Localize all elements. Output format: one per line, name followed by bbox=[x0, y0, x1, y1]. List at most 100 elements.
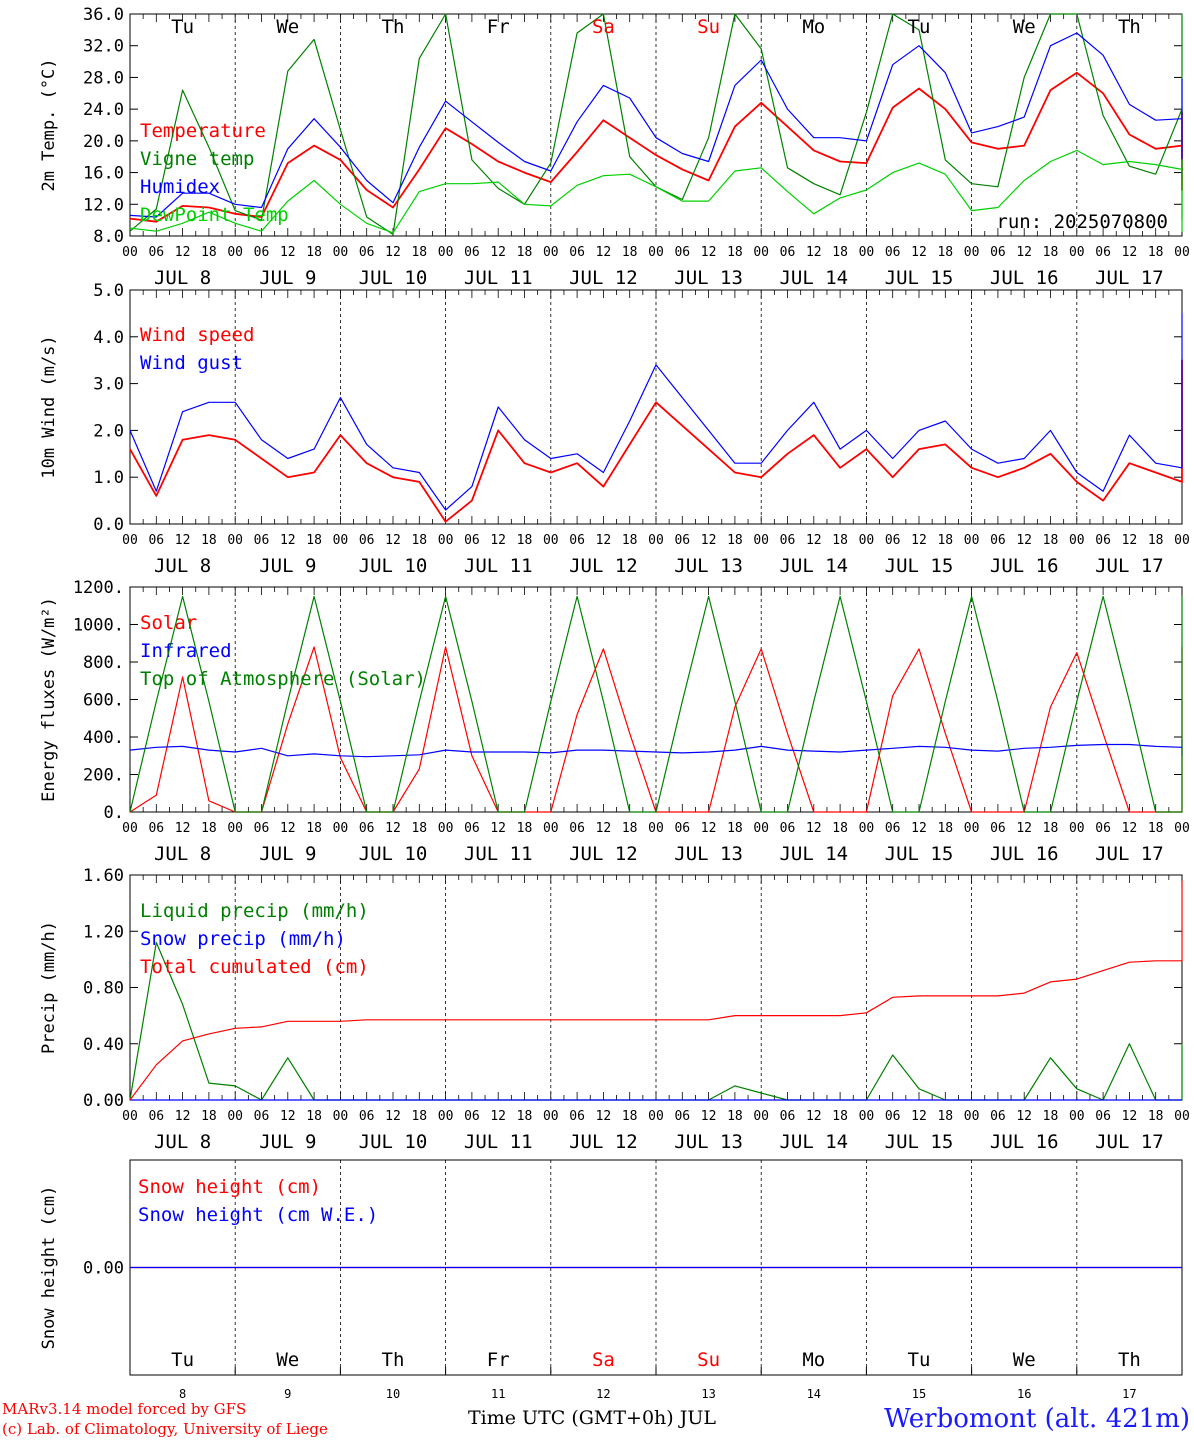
hour-tick-label: 00 bbox=[648, 245, 664, 260]
hour-tick-label: 18 bbox=[622, 245, 638, 260]
hour-tick-label: 00 bbox=[964, 821, 980, 836]
legend-entry: DewPoint Temp bbox=[140, 204, 289, 226]
hour-tick-label: 00 bbox=[964, 533, 980, 548]
date-label: JUL 12 bbox=[569, 555, 638, 577]
hour-tick-label: 18 bbox=[306, 1109, 322, 1124]
y-axis-title: 10m Wind (m/s) bbox=[39, 335, 59, 478]
hour-tick-label: 12 bbox=[490, 533, 506, 548]
date-label: JUL 15 bbox=[885, 555, 954, 577]
panel-2: 0.0 1.0 2.0 3.0 4.0 5.0 10m Wind (m/s) 00 06 12 18… bbox=[39, 281, 1190, 577]
hour-tick-label: 00 bbox=[1069, 1109, 1085, 1124]
y-tick-label: 12.0 bbox=[83, 195, 124, 215]
hour-tick-label: 18 bbox=[411, 245, 427, 260]
hour-tick-label: 12 bbox=[806, 1109, 822, 1124]
series-line-top-of-atmosphere-solar bbox=[129, 595, 1183, 813]
date-label: JUL 12 bbox=[569, 267, 638, 289]
hour-tick-label: 06 bbox=[254, 821, 270, 836]
day-number-label: 9 bbox=[284, 1387, 291, 1401]
day-name-label: Su bbox=[697, 16, 720, 38]
hour-tick-label: 00 bbox=[122, 533, 138, 548]
y-tick-label: 8.0 bbox=[93, 227, 124, 247]
hour-tick-label: 12 bbox=[701, 245, 717, 260]
date-label: JUL 13 bbox=[674, 555, 743, 577]
hour-tick-label: 12 bbox=[385, 821, 401, 836]
hour-tick-label: 06 bbox=[1095, 533, 1111, 548]
date-label: JUL 16 bbox=[990, 1131, 1059, 1153]
panel-4: 0.00 0.40 0.80 1.20 1.60 Precip (mm/h) 00 06 12 1… bbox=[39, 866, 1190, 1153]
hour-tick-label: 00 bbox=[753, 533, 769, 548]
hour-tick-label: 12 bbox=[911, 821, 927, 836]
day-name-label: Fr bbox=[487, 1349, 510, 1371]
date-label: JUL 9 bbox=[259, 843, 316, 865]
hour-tick-label: 12 bbox=[1122, 1109, 1138, 1124]
date-label: JUL 16 bbox=[990, 555, 1059, 577]
hour-tick-label: 06 bbox=[148, 821, 164, 836]
y-tick-label: 600. bbox=[83, 691, 124, 711]
day-name-label: Sa bbox=[592, 1349, 615, 1371]
hour-tick-label: 06 bbox=[674, 821, 690, 836]
y-tick-label: 5.0 bbox=[93, 281, 124, 301]
date-label: JUL 15 bbox=[885, 843, 954, 865]
legend-entry: Wind speed bbox=[140, 324, 254, 346]
date-label: JUL 17 bbox=[1095, 267, 1164, 289]
hour-tick-label: 18 bbox=[201, 245, 217, 260]
hour-tick-label: 06 bbox=[464, 533, 480, 548]
hour-tick-label: 12 bbox=[596, 1109, 612, 1124]
legend-entry: Liquid precip (mm/h) bbox=[140, 900, 369, 922]
hour-tick-label: 00 bbox=[753, 821, 769, 836]
hour-tick-label: 00 bbox=[1174, 821, 1190, 836]
hour-tick-label: 06 bbox=[990, 821, 1006, 836]
date-label: JUL 11 bbox=[464, 267, 533, 289]
hour-tick-label: 00 bbox=[859, 1109, 875, 1124]
hour-tick-label: 06 bbox=[990, 1109, 1006, 1124]
hour-tick-label: 12 bbox=[806, 821, 822, 836]
date-label: JUL 14 bbox=[779, 843, 848, 865]
hour-tick-label: 06 bbox=[674, 1109, 690, 1124]
date-label: JUL 14 bbox=[779, 267, 848, 289]
day-number-label: 15 bbox=[912, 1387, 926, 1401]
y-tick-label: 0.40 bbox=[83, 1035, 124, 1055]
model-credit: MARv3.14 model forced by GFS bbox=[2, 1400, 246, 1418]
y-tick-label: 36.0 bbox=[83, 5, 124, 25]
hour-tick-label: 12 bbox=[1016, 821, 1032, 836]
legend-entry: Humidex bbox=[140, 176, 220, 198]
legend-entry: Snow height (cm) bbox=[138, 1176, 321, 1198]
hour-tick-label: 18 bbox=[937, 821, 953, 836]
y-tick-label: 3.0 bbox=[93, 375, 124, 395]
day-name-label: Th bbox=[1118, 1349, 1141, 1371]
y-tick-label: 800. bbox=[83, 653, 124, 673]
hour-tick-label: 12 bbox=[1122, 821, 1138, 836]
hour-tick-label: 00 bbox=[1069, 245, 1085, 260]
hour-tick-label: 06 bbox=[885, 533, 901, 548]
legend-entry: Snow precip (mm/h) bbox=[140, 928, 346, 950]
hour-tick-label: 00 bbox=[964, 1109, 980, 1124]
hour-tick-label: 18 bbox=[201, 533, 217, 548]
hour-tick-label: 06 bbox=[674, 533, 690, 548]
day-name-label: Fr bbox=[487, 16, 510, 38]
day-number-label: 16 bbox=[1017, 1387, 1031, 1401]
hour-tick-label: 12 bbox=[1122, 533, 1138, 548]
hour-tick-label: 12 bbox=[280, 1109, 296, 1124]
panel-3: 0. 200. 400. 600. 800. 1000. 1200. Energy fluxe… bbox=[39, 578, 1190, 865]
y-axis-title: Energy fluxes (W/m²) bbox=[39, 597, 59, 802]
hour-tick-label: 12 bbox=[280, 533, 296, 548]
hour-tick-label: 00 bbox=[648, 533, 664, 548]
hour-tick-label: 06 bbox=[254, 1109, 270, 1124]
hour-tick-label: 12 bbox=[806, 533, 822, 548]
hour-tick-label: 12 bbox=[911, 245, 927, 260]
y-tick-label: 1200. bbox=[73, 578, 124, 598]
y-axis-title: Snow height (cm) bbox=[39, 1186, 59, 1350]
hour-tick-label: 12 bbox=[1016, 1109, 1032, 1124]
legend-entry: Temperature bbox=[140, 120, 266, 142]
hour-tick-label: 00 bbox=[438, 1109, 454, 1124]
date-label: JUL 14 bbox=[779, 555, 848, 577]
hour-tick-label: 06 bbox=[990, 533, 1006, 548]
day-name-label: Mo bbox=[802, 16, 825, 38]
hour-tick-label: 18 bbox=[517, 245, 533, 260]
hour-tick-label: 00 bbox=[753, 1109, 769, 1124]
y-tick-label: 28.0 bbox=[83, 68, 124, 88]
day-name-label: Su bbox=[697, 1349, 720, 1371]
hour-tick-label: 12 bbox=[1016, 245, 1032, 260]
hour-tick-label: 06 bbox=[464, 245, 480, 260]
